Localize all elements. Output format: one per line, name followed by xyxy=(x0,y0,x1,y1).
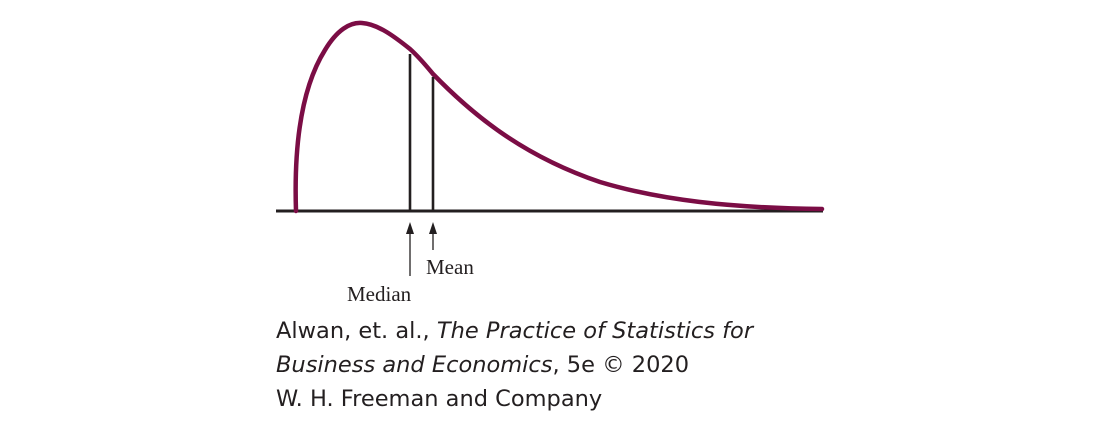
credit-book-title-part-2: Business and Economics xyxy=(276,352,553,378)
credit-line-1: Alwan, et. al., The Practice of Statisti… xyxy=(276,314,753,348)
median-label: Median xyxy=(347,282,412,306)
credit-book-title-part-1: The Practice of Statistics for xyxy=(436,318,754,344)
median-arrow xyxy=(406,222,414,276)
credit-line-2: Business and Economics, 5e © 2020 xyxy=(276,348,753,382)
credit-line-3: W. H. Freeman and Company xyxy=(276,386,603,412)
right-skewed-density-diagram: Mean Median xyxy=(276,20,825,306)
credit-authors: Alwan, et. al., xyxy=(276,318,437,344)
density-curve xyxy=(293,20,825,214)
mean-label: Mean xyxy=(426,255,474,279)
source-credit: Alwan, et. al., The Practice of Statisti… xyxy=(276,314,753,416)
credit-edition: , 5e © 2020 xyxy=(552,352,690,378)
mean-arrow xyxy=(429,222,437,250)
